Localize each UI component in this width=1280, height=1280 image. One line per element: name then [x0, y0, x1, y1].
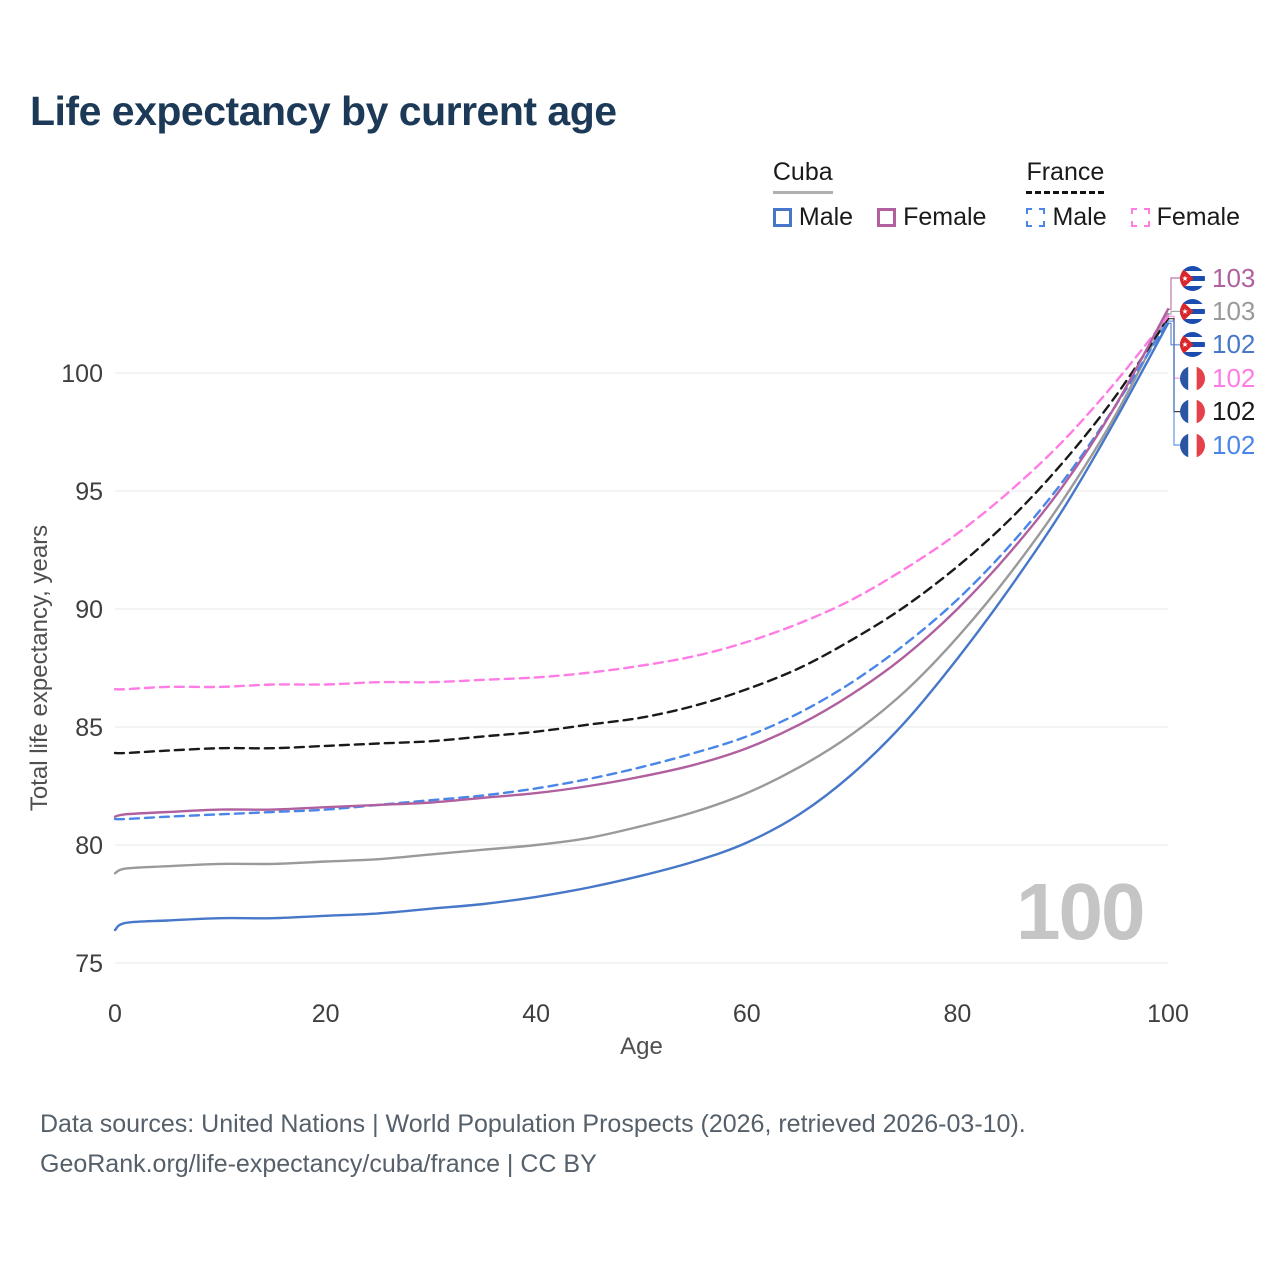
y-tick-label: 100	[61, 360, 103, 388]
y-tick-label: 80	[75, 832, 103, 860]
end-value-label: 102	[1212, 429, 1256, 460]
end-label-leader	[1168, 277, 1180, 310]
legend-france-label: France	[1026, 158, 1105, 194]
cuba-flag-icon	[1180, 265, 1205, 291]
end-label-leader	[1168, 310, 1180, 315]
legend-cuba-label: Cuba	[772, 158, 833, 194]
series-end-label-cuba-male: 102	[1180, 329, 1256, 360]
legend-entry-france-male[interactable]: Male	[1026, 203, 1107, 232]
age-indicator-watermark: 100	[1016, 867, 1145, 956]
end-value-label: 103	[1212, 295, 1256, 326]
legend-group-france: France Male Female	[1026, 158, 1240, 232]
end-value-label: 102	[1212, 362, 1256, 393]
series-end-label-france-female: 102	[1180, 362, 1256, 393]
series-line-france-female	[113, 315, 1170, 691]
series-end-label-cuba-all-: 103	[1180, 295, 1256, 326]
legend: Cuba Male Female France Male	[772, 158, 1240, 232]
y-axis-title: Total life expectancy, years	[26, 525, 53, 811]
end-labels: 103 103 102 102 102 102	[1177, 0, 1280, 1280]
x-tick-label: 100	[1147, 1000, 1189, 1028]
x-tick-label: 0	[108, 1000, 122, 1028]
cuba-flag-icon	[1180, 298, 1205, 324]
legend-entry-cuba-female[interactable]: Female	[877, 203, 986, 232]
x-tick-label: 40	[522, 1000, 550, 1028]
series-line-cuba-female	[113, 308, 1170, 818]
footer: Data sources: United Nations | World Pop…	[40, 1104, 1026, 1184]
x-tick-label: 80	[943, 1000, 971, 1028]
legend-entry-label: Male	[798, 203, 854, 231]
y-tick-label: 95	[75, 478, 103, 506]
legend-entry-france-female[interactable]: Female	[1130, 203, 1240, 232]
x-axis-title: Age	[620, 1033, 663, 1060]
series-line-france-all-	[113, 317, 1170, 755]
legend-entry-cuba-male[interactable]: Male	[772, 203, 854, 232]
end-value-label: 103	[1212, 262, 1256, 293]
legend-entry-label: Female	[903, 203, 987, 231]
france-female-swatch-icon	[1130, 208, 1150, 227]
series-line-cuba-male	[113, 322, 1170, 932]
y-tick-label: 90	[75, 596, 103, 624]
cuba-male-swatch-icon	[772, 208, 792, 227]
series-end-label-cuba-female: 103	[1180, 262, 1256, 293]
end-label-leader	[1168, 322, 1180, 346]
series-end-label-france-male: 102	[1180, 429, 1256, 460]
y-tick-label: 75	[75, 950, 103, 978]
cuba-flag-icon	[1180, 332, 1205, 358]
end-value-label: 102	[1212, 396, 1256, 427]
end-value-label: 102	[1212, 329, 1256, 360]
cuba-female-swatch-icon	[877, 208, 897, 227]
footer-link: GeoRank.org/life-expectancy/cuba/france …	[40, 1150, 597, 1178]
france-male-swatch-icon	[1026, 208, 1046, 227]
france-flag-icon	[1180, 432, 1205, 458]
series-end-label-france-all-: 102	[1180, 396, 1256, 427]
x-tick-label: 60	[733, 1000, 761, 1028]
france-flag-icon	[1180, 365, 1205, 391]
y-tick-label: 85	[75, 714, 103, 742]
end-label-leader	[1168, 320, 1180, 446]
series-line-cuba-all-	[113, 312, 1170, 875]
legend-group-cuba: Cuba Male Female	[772, 158, 986, 232]
series-line-france-male	[113, 319, 1170, 821]
france-flag-icon	[1180, 399, 1205, 425]
footer-sources: Data sources: United Nations | World Pop…	[40, 1110, 1026, 1138]
legend-entry-label: Male	[1052, 203, 1107, 231]
legend-entry-label: Female	[1156, 203, 1240, 231]
x-tick-label: 20	[312, 1000, 340, 1028]
chart-title: Life expectancy by current age	[30, 88, 617, 134]
